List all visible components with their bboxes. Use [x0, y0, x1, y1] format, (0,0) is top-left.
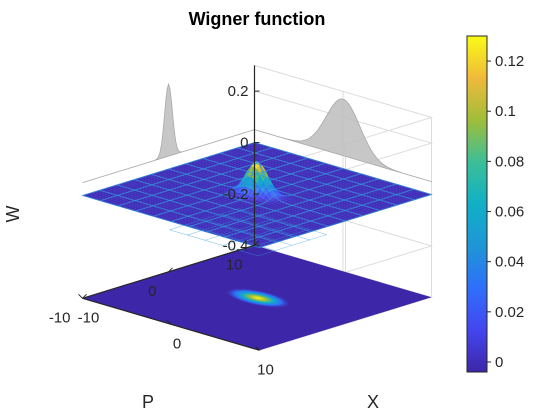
x-tick-label: 0 — [173, 335, 181, 352]
chart-title: Wigner function — [189, 9, 326, 29]
colorbar-tick-label: 0.1 — [495, 103, 516, 120]
colorbar-tick-label: 0.04 — [495, 254, 524, 271]
x-marginal-projection — [254, 98, 432, 183]
y-tick-label: 0 — [148, 283, 156, 300]
x-axis-label: X — [367, 392, 379, 412]
surface-mesh-line — [116, 184, 295, 238]
axis-ticks: -10 0 10 -10 0 10 -0.4 -0.2 0 0.2 — [49, 83, 274, 378]
colorbar-tick-label: 0.06 — [495, 204, 524, 221]
z-tick-label: -0.2 — [223, 186, 249, 203]
z-tick-label: 0 — [240, 135, 248, 152]
colorbar-gradient — [466, 35, 488, 373]
z-tick-label: 0.2 — [228, 83, 249, 100]
contour-floor — [82, 245, 432, 351]
z-axis-label: W — [3, 206, 23, 223]
under-mesh-line — [221, 213, 310, 241]
surface-mesh-line — [99, 189, 277, 243]
colorbar-tick-label: 0.12 — [495, 53, 524, 70]
marginal-projections — [82, 82, 432, 184]
z-tick-label: -0.4 — [223, 237, 249, 254]
x-tick-label: -10 — [78, 309, 100, 326]
x-tick-label: 10 — [257, 361, 274, 378]
under-mesh-line — [186, 224, 276, 251]
surface-mesh-line — [168, 161, 346, 222]
colorbar: 0 0.02 0.04 0.06 0.08 0.1 0.12 — [466, 35, 524, 373]
surface-mesh-line — [133, 179, 312, 232]
surface-mesh-line — [202, 158, 381, 211]
colorbar-tick-label: 0 — [495, 354, 503, 371]
y-tick-mark — [168, 267, 173, 273]
x-tick-mark — [166, 319, 172, 325]
x-tick-mark — [78, 293, 83, 299]
floor-contour-spot — [224, 287, 292, 309]
colorbar-tick-label: 0.08 — [495, 153, 524, 170]
surface-mesh-line — [82, 195, 260, 248]
y-axis-label: P — [142, 392, 154, 412]
under-mesh-line — [169, 229, 259, 257]
surface-mesh-line — [219, 152, 398, 206]
p-marginal-projection — [82, 82, 255, 184]
colorbar-ticks: 0 0.02 0.04 0.06 0.08 0.1 0.12 — [487, 53, 524, 371]
y-tick-label: -10 — [49, 309, 71, 326]
y-tick-mark — [82, 293, 87, 299]
colorbar-tick-label: 0.02 — [495, 304, 524, 321]
y-tick-mark — [254, 240, 259, 246]
under-mesh-line — [238, 208, 327, 235]
y-tick-label: 10 — [226, 256, 243, 273]
under-mesh-line — [203, 218, 293, 246]
surface-mesh-line — [185, 163, 363, 217]
surface-mesh-line — [151, 173, 329, 227]
wigner-surface — [81, 142, 433, 257]
surface-mesh-line — [237, 147, 415, 201]
x-tick-mark — [255, 345, 260, 351]
surface-mesh-line — [254, 142, 432, 195]
